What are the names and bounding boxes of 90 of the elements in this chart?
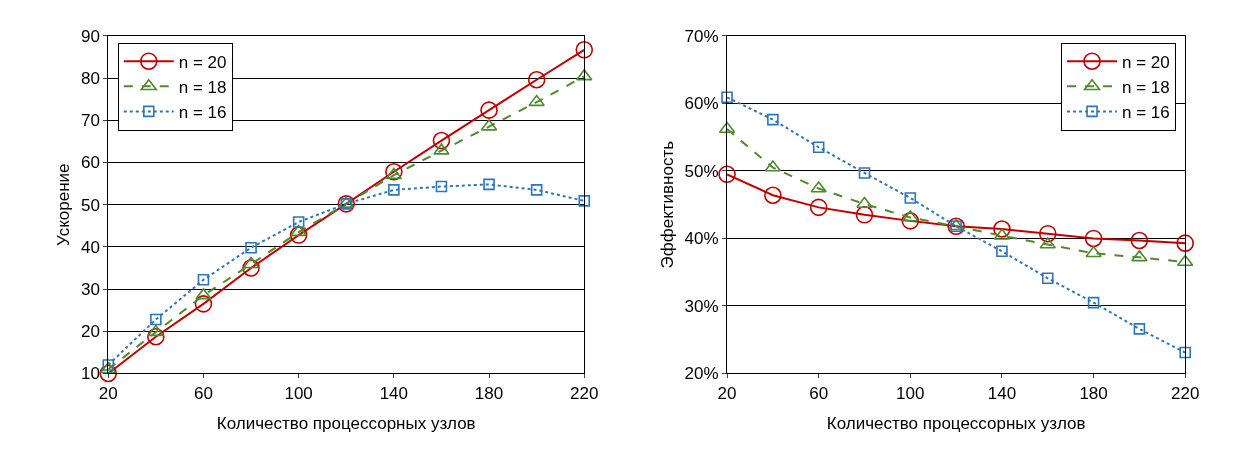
- point: [1176, 234, 1194, 252]
- y-tick-label: 10: [80, 364, 100, 384]
- point: [194, 295, 213, 313]
- x-tick-label: 180: [1079, 383, 1108, 403]
- y-tick-label: 70%: [684, 26, 719, 46]
- point: [292, 216, 305, 228]
- legend-label: n = 20: [178, 52, 227, 72]
- point: [289, 226, 308, 244]
- x-tick-label: 100: [896, 383, 925, 403]
- point: [245, 241, 257, 254]
- point: [388, 184, 400, 196]
- point: [195, 288, 212, 300]
- point: [99, 364, 118, 383]
- point: [764, 186, 782, 205]
- x-tick-label: 220: [570, 383, 599, 403]
- x-tick-label: 140: [379, 383, 409, 403]
- point: [1179, 346, 1191, 359]
- y-tick-label: 30: [80, 280, 100, 300]
- y-tick-label: 40%: [684, 229, 719, 249]
- point: [578, 195, 591, 207]
- point: [242, 256, 260, 269]
- point: [996, 245, 1008, 258]
- point: [432, 131, 451, 150]
- point: [901, 212, 920, 230]
- point: [856, 196, 873, 209]
- y-tick-label: 70: [80, 111, 100, 131]
- x-tick-label: 220: [1171, 383, 1200, 403]
- point: [575, 41, 594, 59]
- point: [197, 274, 210, 286]
- point: [767, 113, 779, 126]
- point: [528, 94, 545, 107]
- y-axis-title: Ускорение: [54, 163, 74, 246]
- point: [858, 167, 871, 179]
- point: [480, 101, 498, 119]
- y-tick-label: 30%: [684, 296, 719, 316]
- point: [242, 259, 260, 277]
- x-axis-title: Количество процессорных узлов: [826, 414, 1086, 434]
- point: [993, 220, 1011, 238]
- point: [904, 192, 917, 204]
- x-tick-label: 20: [98, 383, 118, 403]
- point: [810, 181, 827, 193]
- point: [147, 324, 165, 337]
- point: [855, 206, 874, 224]
- legend-label: n = 16: [178, 103, 227, 123]
- point: [812, 141, 825, 154]
- y-tick-label: 50: [80, 195, 100, 215]
- point: [150, 313, 162, 326]
- y-tick-label: 80: [80, 69, 100, 89]
- point: [385, 167, 403, 180]
- x-tick-label: 180: [474, 383, 504, 403]
- point: [809, 198, 828, 217]
- point: [1133, 323, 1146, 335]
- x-tick-label: 60: [193, 383, 213, 403]
- point: [530, 184, 543, 196]
- x-tick-label: 100: [284, 383, 313, 403]
- x-tick-label: 60: [809, 383, 829, 403]
- y-tick-label: 50%: [684, 161, 719, 181]
- x-tick-label: 140: [987, 383, 1017, 403]
- y-tick-label: 40: [80, 237, 100, 257]
- point: [1038, 224, 1057, 243]
- y-tick-label: 90: [80, 26, 100, 46]
- point: [1131, 250, 1148, 262]
- point: [1085, 245, 1102, 258]
- x-axis-title: Количество процессорных узлов: [216, 414, 476, 434]
- point: [1084, 229, 1103, 248]
- point: [527, 70, 546, 89]
- legend-label: n = 18: [178, 77, 227, 97]
- point: [147, 327, 165, 346]
- point: [483, 178, 495, 191]
- point: [385, 162, 403, 181]
- point: [435, 180, 448, 193]
- y-axis-title: Эффективность: [658, 140, 678, 269]
- point: [1130, 231, 1149, 250]
- y-tick-label: 60: [80, 153, 100, 173]
- point: [902, 210, 919, 222]
- y-tick-label: 20: [80, 322, 100, 342]
- point: [718, 121, 736, 134]
- legend-label: n = 16: [1122, 103, 1170, 123]
- point: [718, 165, 736, 184]
- point: [1041, 272, 1054, 285]
- point: [1087, 296, 1100, 309]
- point: [433, 143, 450, 155]
- legend-label: n = 20: [1122, 52, 1170, 72]
- legend-label: n = 18: [1122, 77, 1170, 97]
- x-tick-label: 20: [717, 383, 737, 403]
- point: [290, 224, 307, 237]
- y-tick-label: 60%: [684, 94, 719, 114]
- y-tick-label: 20%: [684, 364, 719, 384]
- point: [1176, 254, 1194, 267]
- point: [721, 91, 733, 104]
